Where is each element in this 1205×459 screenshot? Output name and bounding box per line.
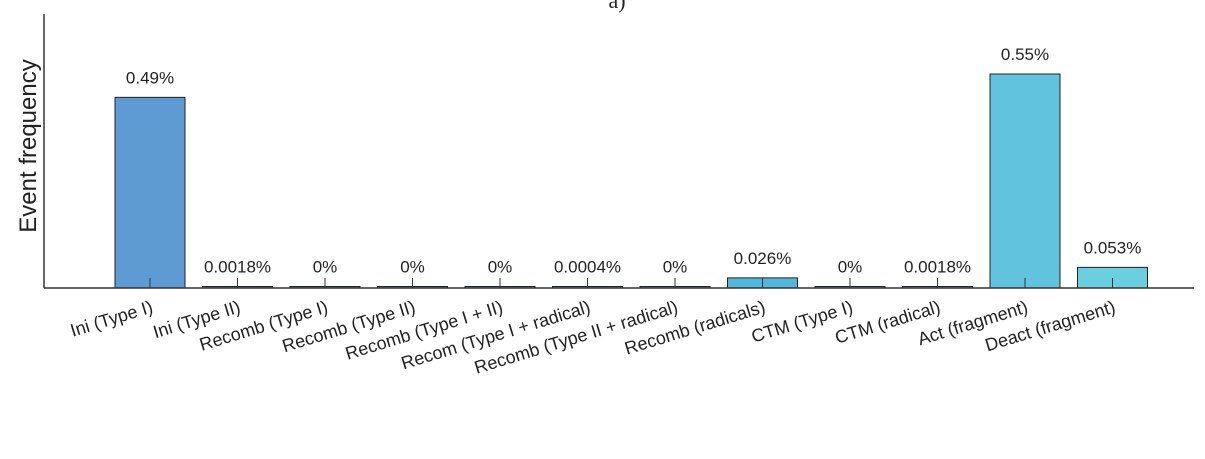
data-label: 0.55% (1001, 45, 1049, 64)
plot-area: 0.49%Ini (Type I)0.0018%Ini (Type II)0%R… (68, 45, 1148, 378)
data-label: 0.49% (126, 68, 174, 87)
data-label: 0.026% (734, 249, 792, 268)
data-label: 0% (488, 258, 513, 277)
bar-0 (114, 96, 186, 289)
bar-10 (989, 73, 1061, 289)
data-label: 0% (313, 258, 338, 277)
data-label: 0.0004% (554, 258, 621, 277)
y-axis-label: Event frequency (15, 59, 42, 232)
data-label: 0% (838, 258, 863, 277)
x-tick-label: Ini (Type I) (68, 297, 155, 341)
data-label: 0% (400, 258, 425, 277)
data-label: 0.053% (1084, 238, 1142, 257)
data-label: 0% (663, 258, 688, 277)
panel-label: a) (608, 0, 625, 13)
data-label: 0.0018% (904, 258, 971, 277)
data-label: 0.0018% (204, 258, 271, 277)
